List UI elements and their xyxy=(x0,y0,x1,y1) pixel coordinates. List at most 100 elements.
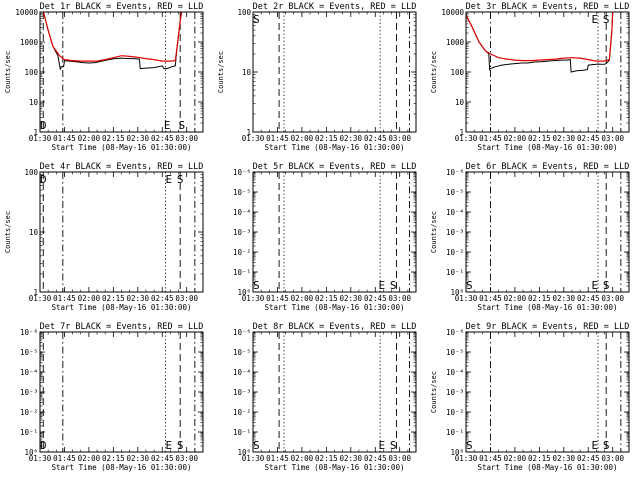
x-tick-label: 02:45 xyxy=(577,454,600,463)
y-axis-label: Counts/sec xyxy=(4,51,12,93)
marker-S: S xyxy=(178,119,185,132)
marker-S: S xyxy=(603,279,610,292)
marker-S: S xyxy=(390,439,397,452)
marker-S: S xyxy=(603,439,610,452)
marker-S: S xyxy=(253,13,260,26)
x-tick-label: 02:30 xyxy=(127,454,150,463)
x-tick-label: 01:45 xyxy=(53,294,76,303)
plot-frame xyxy=(465,11,630,133)
chart-panel-7: Det 7r BLACK = Events, RED = LLD Start Ti… xyxy=(20,322,204,472)
chart-title: Det 5r BLACK = Events, RED = LLD xyxy=(253,162,417,172)
y-tick-label: 10 xyxy=(29,98,39,107)
lld-series-line xyxy=(466,12,614,62)
x-tick-label: 02:00 xyxy=(291,454,314,463)
x-tick-label: 02:15 xyxy=(528,134,551,143)
x-tick-label: 02:00 xyxy=(78,454,101,463)
x-tick-label: 01:30 xyxy=(29,454,52,463)
y-tick-label: 10⁻⁵ xyxy=(446,348,464,357)
x-tick-label: 02:15 xyxy=(528,294,551,303)
marker-E: E xyxy=(165,439,172,452)
x-tick-label: 03:00 xyxy=(388,454,411,463)
chart-title: Det 3r BLACK = Events, RED = LLD xyxy=(466,2,630,12)
y-tick-label: 1 xyxy=(33,288,38,297)
x-tick-label: 02:15 xyxy=(102,294,125,303)
x-axis-label: Start Time (08-May-16 01:30:00) xyxy=(265,463,405,472)
chart-panel-5: Det 5r BLACK = Events, RED = LLD Start Ti… xyxy=(233,162,417,312)
plot-frame xyxy=(39,331,204,453)
y-tick-label: 10⁻⁴ xyxy=(446,368,464,377)
x-axis-label: Start Time (08-May-16 01:30:00) xyxy=(52,463,192,472)
chart-title: Det 8r BLACK = Events, RED = LLD xyxy=(253,322,417,332)
x-tick-label: 02:45 xyxy=(151,454,174,463)
y-tick-label: 100 xyxy=(24,68,38,77)
x-tick-label: 02:30 xyxy=(127,294,150,303)
y-tick-label: 10⁰ xyxy=(24,448,38,457)
y-tick-label: 10⁰ xyxy=(450,448,464,457)
chart-panel-3: Det 3r BLACK = Events, RED = LLD Counts/s… xyxy=(430,2,630,152)
marker-D: D xyxy=(40,119,47,132)
y-tick-label: 10⁻⁴ xyxy=(233,208,251,217)
x-axis-label: Start Time (08-May-16 01:30:00) xyxy=(478,303,618,312)
y-axis-label: Counts/sec xyxy=(430,211,438,253)
plot-frame xyxy=(252,11,417,133)
x-tick-label: 01:45 xyxy=(53,134,76,143)
x-tick-label: 02:00 xyxy=(504,134,527,143)
marker-E: E xyxy=(591,439,598,452)
chart-title: Det 6r BLACK = Events, RED = LLD xyxy=(466,162,630,172)
chart-title: Det 2r BLACK = Events, RED = LLD xyxy=(253,2,417,12)
x-tick-label: 01:30 xyxy=(242,454,265,463)
y-tick-label: 10⁻¹ xyxy=(233,428,251,437)
y-tick-label: 10⁻⁴ xyxy=(20,368,38,377)
x-tick-label: 01:45 xyxy=(479,454,502,463)
y-tick-label: 1 xyxy=(246,128,251,137)
y-tick-label: 10⁻² xyxy=(446,408,464,417)
x-tick-label: 02:00 xyxy=(78,294,101,303)
x-tick-label: 02:15 xyxy=(528,454,551,463)
x-tick-label: 02:45 xyxy=(364,294,387,303)
y-tick-label: 10⁻¹ xyxy=(233,268,251,277)
x-tick-label: 03:00 xyxy=(388,134,411,143)
x-tick-label: 02:15 xyxy=(315,134,338,143)
chart-panel-6: Det 6r BLACK = Events, RED = LLD Counts/s… xyxy=(430,162,630,312)
y-tick-label: 10 xyxy=(242,68,252,77)
y-axis-label: Counts/sec xyxy=(430,371,438,413)
marker-D: D xyxy=(40,439,47,452)
y-tick-label: 10⁻⁴ xyxy=(446,208,464,217)
marker-S: S xyxy=(177,439,184,452)
x-tick-label: 02:00 xyxy=(78,134,101,143)
y-tick-label: 10⁻⁶ xyxy=(446,168,464,177)
x-axis-label: Start Time (08-May-16 01:30:00) xyxy=(478,463,618,472)
x-tick-label: 03:00 xyxy=(175,134,198,143)
x-tick-label: 01:45 xyxy=(266,454,289,463)
marker-S: S xyxy=(177,173,184,186)
marker-S: S xyxy=(253,279,260,292)
x-tick-label: 01:45 xyxy=(53,454,76,463)
x-tick-label: 02:15 xyxy=(315,294,338,303)
y-axis-label: Counts/sec xyxy=(4,211,12,253)
x-tick-label: 02:45 xyxy=(577,134,600,143)
x-tick-label: 01:30 xyxy=(29,134,52,143)
x-tick-label: 03:00 xyxy=(175,454,198,463)
marker-S: S xyxy=(466,439,473,452)
marker-E: E xyxy=(378,279,385,292)
y-tick-label: 10⁻¹ xyxy=(20,428,38,437)
y-tick-label: 1 xyxy=(33,128,38,137)
y-tick-label: 10⁻³ xyxy=(20,388,38,397)
x-tick-label: 03:00 xyxy=(388,294,411,303)
x-tick-label: 02:00 xyxy=(291,294,314,303)
y-tick-label: 10000 xyxy=(441,8,464,17)
y-tick-label: 10⁻⁴ xyxy=(233,368,251,377)
x-tick-label: 02:00 xyxy=(291,134,314,143)
events-series-line xyxy=(42,12,183,70)
x-tick-label: 02:45 xyxy=(577,294,600,303)
y-tick-label: 10000 xyxy=(15,8,38,17)
chart-title: Det 9r BLACK = Events, RED = LLD xyxy=(466,322,630,332)
x-tick-label: 02:45 xyxy=(364,454,387,463)
y-tick-label: 10⁻¹ xyxy=(446,428,464,437)
y-tick-label: 10⁻¹ xyxy=(446,268,464,277)
x-tick-label: 03:00 xyxy=(601,134,624,143)
x-tick-label: 01:30 xyxy=(455,454,478,463)
plot-frame xyxy=(465,171,630,293)
y-tick-label: 10⁻³ xyxy=(233,228,251,237)
